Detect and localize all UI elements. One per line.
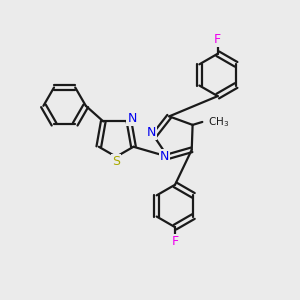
Text: CH$_3$: CH$_3$ [208,115,230,129]
Text: F: F [172,235,178,248]
Text: N: N [127,112,136,125]
Text: F: F [214,33,221,46]
Text: N: N [160,150,169,163]
Text: N: N [147,126,156,139]
Text: S: S [112,155,120,168]
